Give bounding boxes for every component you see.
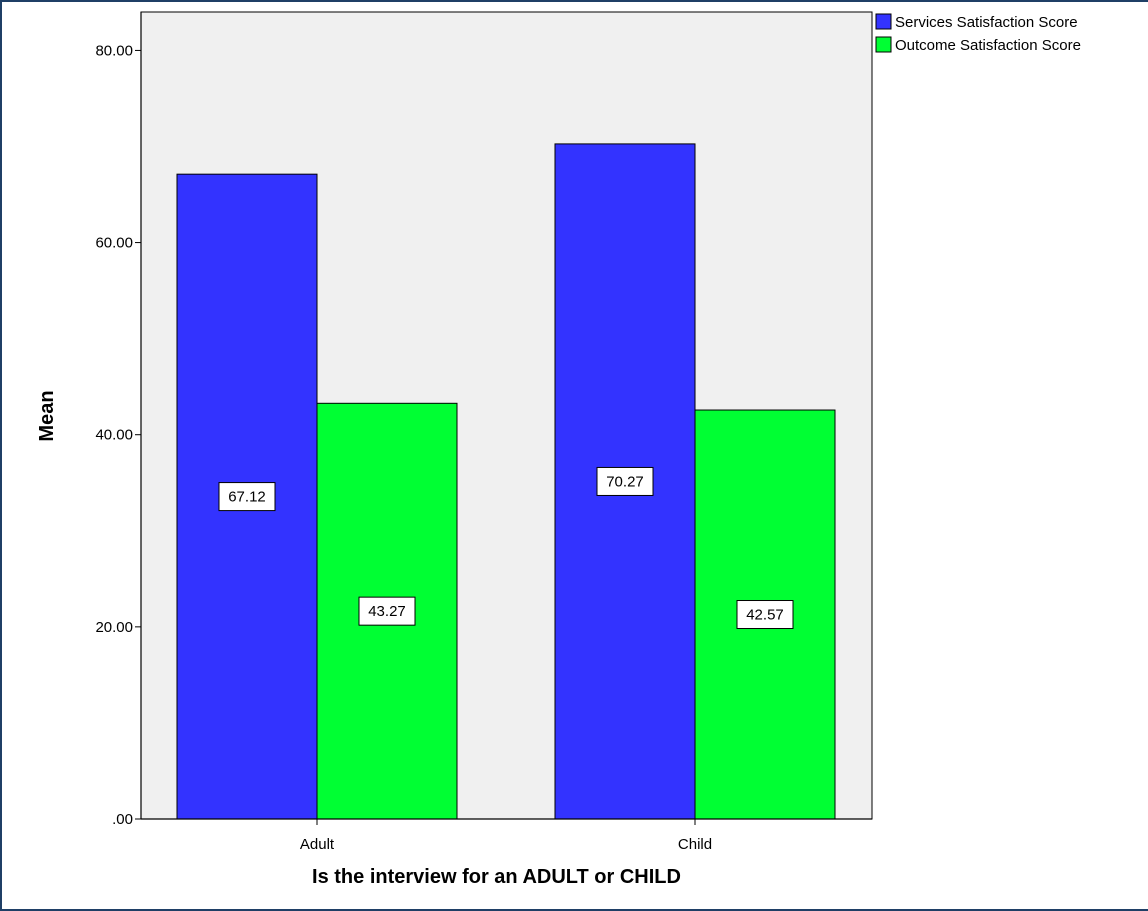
x-tick-label: Adult [300, 836, 335, 853]
data-label-text: 67.12 [228, 489, 266, 506]
data-label: 42.57 [736, 600, 794, 630]
data-label-text: 42.57 [746, 607, 784, 624]
data-label: 43.27 [358, 596, 416, 626]
data-label-box [358, 596, 416, 626]
legend-item: Services Satisfaction Score [875, 13, 1078, 31]
legend-label: Services Satisfaction Score [895, 14, 1078, 31]
data-label: 70.27 [596, 466, 654, 496]
legend-swatch [875, 36, 892, 53]
x-tick-label: Child [678, 836, 712, 853]
data-label-box [218, 482, 276, 512]
data-label-box [736, 600, 794, 630]
x-axis-title: Is the interview for an ADULT or CHILD [312, 866, 681, 888]
y-tick-label: 20.00 [95, 619, 133, 636]
legend-item: Outcome Satisfaction Score [875, 36, 1081, 54]
y-axis-title: Mean [36, 390, 58, 441]
y-tick-label: .00 [112, 811, 133, 828]
data-labels: 67.12 43.27 70.27 42.57 [218, 466, 794, 630]
legend-swatch [875, 13, 892, 30]
legend: Services Satisfaction Score Outcome Satis… [875, 13, 1081, 54]
y-tick-label: 40.00 [95, 427, 133, 444]
x-axis-ticks: Adult Child [300, 819, 712, 853]
data-label: 67.12 [218, 482, 276, 512]
y-tick-label: 80.00 [95, 42, 133, 59]
y-axis-ticks: .00 20.00 40.00 60.00 80.00 [95, 42, 141, 828]
legend-label: Outcome Satisfaction Score [895, 37, 1081, 54]
data-label-text: 43.27 [368, 603, 406, 620]
y-tick-label: 60.00 [95, 235, 133, 252]
data-label-box [596, 466, 654, 496]
data-label-text: 70.27 [606, 473, 644, 490]
